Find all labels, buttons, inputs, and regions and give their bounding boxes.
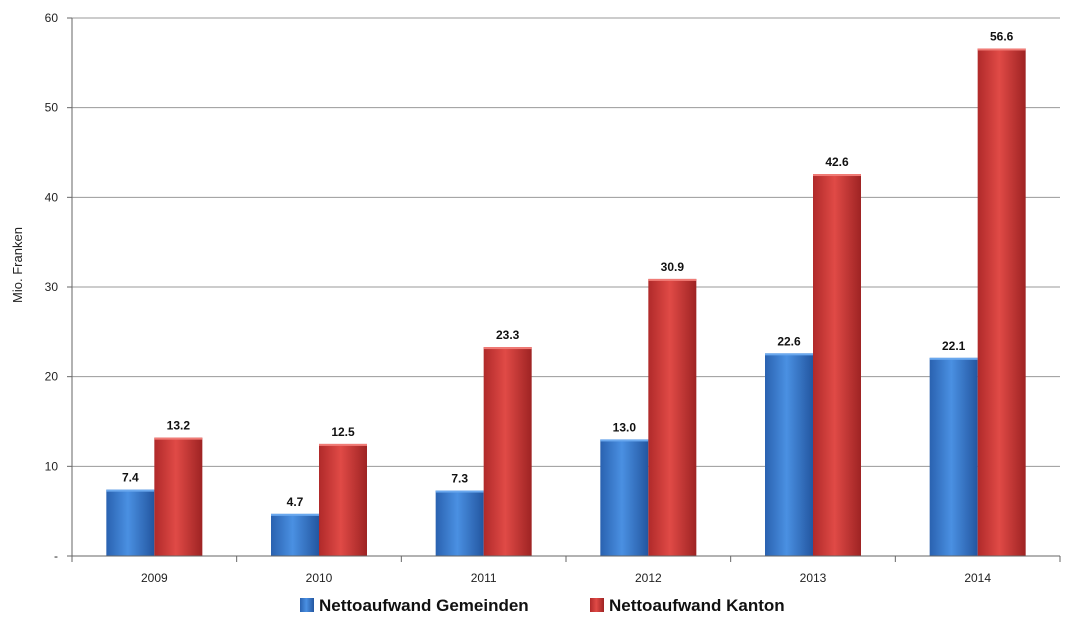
x-tick-label: 2013	[800, 571, 827, 585]
bars: 7.4 13.2 4.7 12.5 7.3 23.3 13.0 30.9 22.6 42.6 22.…	[106, 29, 1026, 557]
bar-top-highlight	[813, 174, 861, 177]
data-label: 42.6	[825, 155, 849, 169]
x-tick-label: 2012	[635, 571, 662, 585]
legend-label-kanton: Nettoaufwand Kanton	[609, 596, 785, 615]
bar-kanton-2011	[483, 347, 532, 556]
legend-label-gemeinden: Nettoaufwand Gemeinden	[319, 596, 529, 615]
data-label: 56.6	[990, 29, 1014, 43]
x-tick-label: 2009	[141, 571, 168, 585]
bar-kanton-2010	[319, 443, 367, 556]
data-label: 7.3	[451, 472, 468, 486]
bar-gemeinden-2013	[765, 353, 813, 556]
bar-top-highlight	[319, 443, 367, 446]
y-tick-label: 10	[45, 459, 59, 473]
data-label: 13.0	[613, 420, 637, 434]
y-tick-label: 40	[45, 190, 59, 204]
x-tick-label: 2014	[964, 571, 991, 585]
y-tick-label: 50	[45, 101, 59, 115]
gridlines	[72, 17, 1060, 557]
bar-kanton-2013	[813, 174, 861, 556]
bar-top-highlight	[154, 437, 203, 440]
bar-kanton-2012	[648, 278, 697, 556]
bar-gemeinden-2009	[106, 489, 155, 556]
bar-top-highlight	[271, 513, 319, 516]
data-label: 22.1	[942, 339, 966, 353]
data-label: 7.4	[122, 471, 139, 485]
legend-swatch-kanton	[590, 598, 604, 612]
bar-top-highlight	[648, 278, 697, 281]
x-axis: 2009 2010 2011 2012 2013 2014	[71, 555, 1061, 585]
bar-gemeinden-2010	[271, 513, 319, 556]
bar-top-highlight	[483, 347, 532, 350]
legend-swatch-gemeinden	[300, 598, 314, 612]
bar-kanton-2014	[977, 48, 1026, 557]
y-axis-label: Mio. Franken	[10, 227, 25, 303]
data-label: 22.6	[777, 334, 801, 348]
bar-top-highlight	[765, 353, 813, 356]
x-tick-label: 2011	[471, 571, 497, 585]
y-tick-label: 20	[45, 370, 59, 384]
x-tick-label: 2010	[306, 571, 333, 585]
legend: Nettoaufwand Gemeinden Nettoaufwand Kanto…	[300, 596, 785, 615]
data-label: 23.3	[496, 328, 520, 342]
y-tick-label: 60	[45, 11, 59, 25]
bar-gemeinden-2014	[929, 357, 978, 556]
data-label: 13.2	[167, 419, 191, 433]
bar-kanton-2009	[154, 437, 203, 556]
data-label: 12.5	[331, 425, 355, 439]
data-label: 4.7	[287, 495, 304, 509]
y-tick-label: -	[54, 549, 58, 563]
bar-top-highlight	[977, 48, 1026, 51]
data-label: 30.9	[661, 260, 685, 274]
bar-top-highlight	[435, 490, 484, 493]
y-tick-label: 30	[45, 280, 59, 294]
bar-top-highlight	[106, 489, 155, 492]
bar-gemeinden-2011	[435, 490, 484, 556]
bar-top-highlight	[929, 357, 978, 360]
y-axis-ticks: - 10 20 30 40 50 60	[45, 11, 73, 563]
bar-gemeinden-2012	[600, 439, 649, 556]
bar-top-highlight	[600, 439, 649, 442]
